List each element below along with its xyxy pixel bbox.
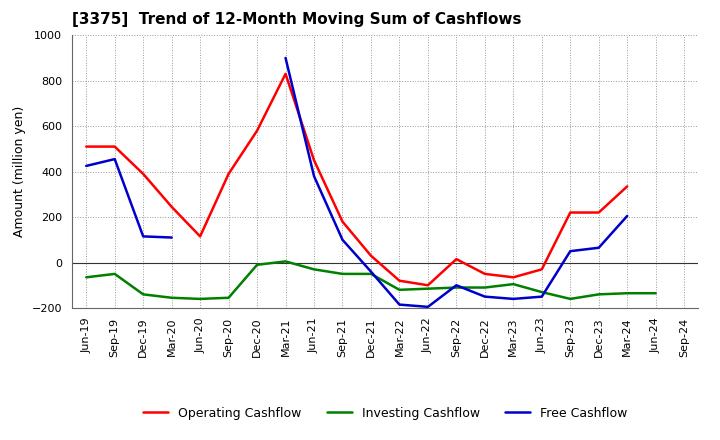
Investing Cashflow bbox=[395, 287, 404, 293]
Investing Cashflow bbox=[566, 296, 575, 301]
Operating Cashflow bbox=[110, 144, 119, 149]
Operating Cashflow bbox=[253, 128, 261, 133]
Investing Cashflow bbox=[537, 290, 546, 295]
Investing Cashflow bbox=[423, 286, 432, 291]
Investing Cashflow bbox=[652, 290, 660, 296]
Operating Cashflow bbox=[167, 204, 176, 209]
Investing Cashflow bbox=[253, 262, 261, 268]
Line: Operating Cashflow: Operating Cashflow bbox=[86, 74, 627, 285]
Investing Cashflow bbox=[110, 271, 119, 276]
Operating Cashflow bbox=[366, 253, 375, 258]
Investing Cashflow bbox=[480, 285, 489, 290]
Investing Cashflow bbox=[282, 259, 290, 264]
Operating Cashflow bbox=[196, 234, 204, 239]
Operating Cashflow bbox=[452, 257, 461, 262]
Operating Cashflow bbox=[423, 282, 432, 288]
Investing Cashflow bbox=[225, 295, 233, 301]
Operating Cashflow bbox=[395, 278, 404, 283]
Free Cashflow bbox=[139, 234, 148, 239]
Operating Cashflow bbox=[595, 210, 603, 215]
Investing Cashflow bbox=[366, 271, 375, 276]
Operating Cashflow bbox=[282, 71, 290, 77]
Legend: Operating Cashflow, Investing Cashflow, Free Cashflow: Operating Cashflow, Investing Cashflow, … bbox=[138, 402, 632, 425]
Free Cashflow bbox=[82, 163, 91, 169]
Investing Cashflow bbox=[595, 292, 603, 297]
Investing Cashflow bbox=[196, 296, 204, 301]
Free Cashflow bbox=[110, 157, 119, 162]
Investing Cashflow bbox=[623, 290, 631, 296]
Operating Cashflow bbox=[480, 271, 489, 276]
Operating Cashflow bbox=[566, 210, 575, 215]
Text: [3375]  Trend of 12-Month Moving Sum of Cashflows: [3375] Trend of 12-Month Moving Sum of C… bbox=[72, 12, 521, 27]
Operating Cashflow bbox=[509, 275, 518, 280]
Y-axis label: Amount (million yen): Amount (million yen) bbox=[13, 106, 26, 237]
Operating Cashflow bbox=[82, 144, 91, 149]
Operating Cashflow bbox=[310, 158, 318, 163]
Operating Cashflow bbox=[225, 171, 233, 176]
Operating Cashflow bbox=[537, 267, 546, 272]
Investing Cashflow bbox=[338, 271, 347, 276]
Investing Cashflow bbox=[167, 295, 176, 301]
Investing Cashflow bbox=[310, 267, 318, 272]
Line: Free Cashflow: Free Cashflow bbox=[86, 159, 171, 238]
Investing Cashflow bbox=[82, 275, 91, 280]
Operating Cashflow bbox=[139, 171, 148, 176]
Investing Cashflow bbox=[509, 282, 518, 287]
Operating Cashflow bbox=[623, 184, 631, 189]
Investing Cashflow bbox=[452, 285, 461, 290]
Operating Cashflow bbox=[338, 219, 347, 224]
Free Cashflow bbox=[167, 235, 176, 240]
Investing Cashflow bbox=[139, 292, 148, 297]
Line: Investing Cashflow: Investing Cashflow bbox=[86, 261, 656, 299]
